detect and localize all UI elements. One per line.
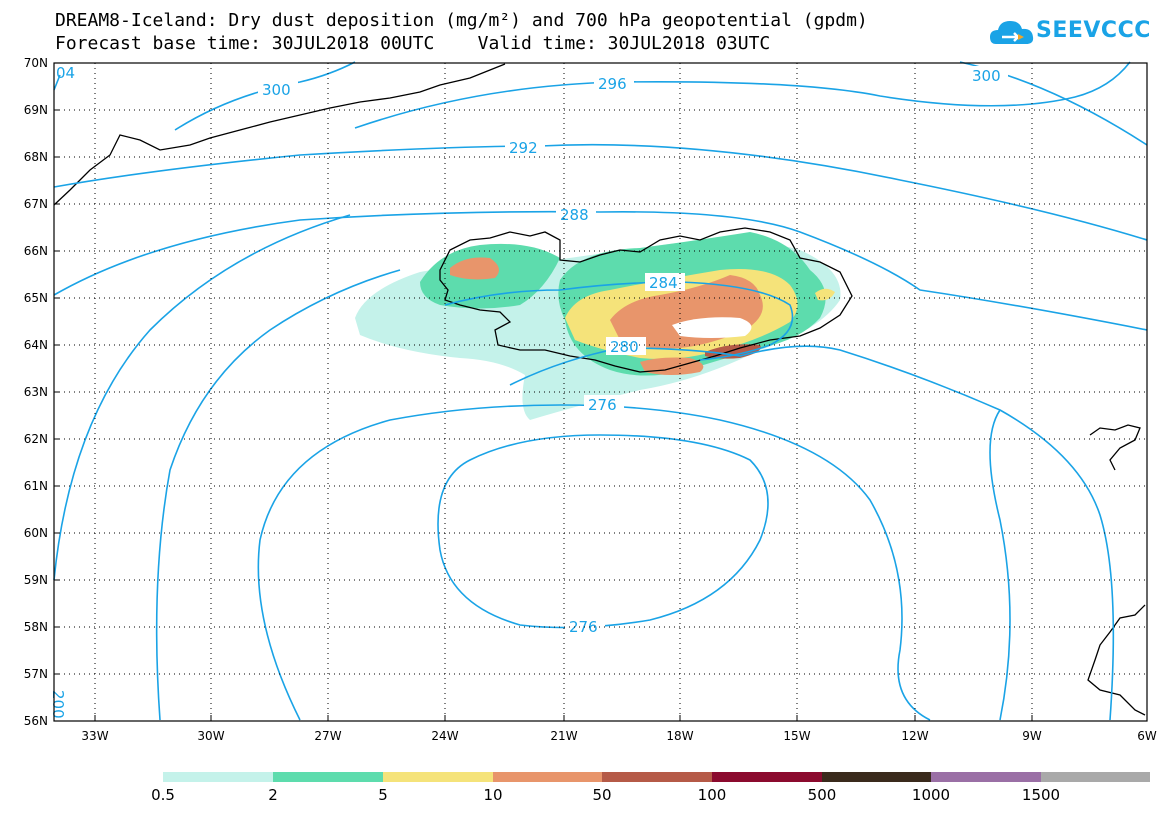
colorbar-label: 500 <box>808 786 837 804</box>
lon-label-15w: 15W <box>783 729 810 743</box>
seevccc-logo: SEEVCCC <box>988 14 1168 58</box>
cloud-icon <box>990 21 1034 44</box>
contour-292 <box>53 143 1148 241</box>
lat-label-61n: 61N <box>24 479 48 493</box>
contour-edge-east <box>989 409 1011 721</box>
lon-label-27w: 27W <box>314 729 341 743</box>
contour-outer-west <box>155 269 401 721</box>
coastline-layer <box>53 63 1146 716</box>
colorbar-swatch <box>383 772 493 782</box>
contour-label-288: 288 <box>560 206 589 224</box>
lon-label-33w: 33W <box>81 729 108 743</box>
tick-marks <box>54 62 1148 722</box>
lon-label-9w: 9W <box>1022 729 1042 743</box>
contour-label-296: 296 <box>598 75 627 93</box>
colorbar-label: 10 <box>483 786 502 804</box>
lat-label-70n: 70N <box>24 56 48 70</box>
lat-label-56n: 56N <box>24 714 48 728</box>
lat-label-69n: 69N <box>24 103 48 117</box>
lon-label-21w: 21W <box>550 729 577 743</box>
lat-label-63n: 63N <box>24 385 48 399</box>
colorbar-swatch <box>163 772 273 782</box>
colorbar-label: 0.5 <box>151 786 175 804</box>
colorbar-swatch <box>602 772 712 782</box>
map-title: DREAM8-Iceland: Dry dust deposition (mg/… <box>55 10 868 31</box>
dust-deposition-layer <box>355 232 841 420</box>
contour-edge-north-west <box>53 74 61 91</box>
scotland-coastline <box>1087 604 1146 716</box>
gridlines <box>54 63 1147 721</box>
lat-label-60n: 60N <box>24 526 48 540</box>
contour-label-284: 284 <box>649 274 678 292</box>
contour-276-inner <box>437 434 769 629</box>
colorbar-swatch <box>1041 772 1150 782</box>
lon-label-30w: 30W <box>197 729 224 743</box>
contour-labels: 300 296 300 292 288 284 280 276 276 04 2… <box>49 64 1008 719</box>
greenland-coastline <box>53 63 506 206</box>
contour-label-276-north: 276 <box>588 396 617 414</box>
contour-label-edge-sw: 200 <box>49 690 67 719</box>
contour-label-300-west: 300 <box>262 81 291 99</box>
contour-label-280: 280 <box>610 338 639 356</box>
contour-edge-west <box>53 214 351 581</box>
colorbar-label: 50 <box>592 786 611 804</box>
contour-label-300-east: 300 <box>972 67 1001 85</box>
dust-area-yellow-east <box>815 288 835 301</box>
lon-label-6w: 6W <box>1137 729 1157 743</box>
map-subtitle: Forecast base time: 30JUL2018 00UTC Vali… <box>55 33 771 54</box>
lat-label-58n: 58N <box>24 620 48 634</box>
contour-label-292: 292 <box>509 139 538 157</box>
lat-label-65n: 65N <box>24 291 48 305</box>
colorbar-swatch <box>493 772 602 782</box>
colorbar-label: 100 <box>698 786 727 804</box>
colorbar: 0.5 2 5 10 50 100 500 1000 1500 <box>151 772 1150 804</box>
colorbar-swatch <box>822 772 931 782</box>
lat-label-64n: 64N <box>24 338 48 352</box>
lat-label-66n: 66N <box>24 244 48 258</box>
logo-text: SEEVCCC <box>1036 18 1151 43</box>
norway-coastline-upper <box>1089 424 1141 471</box>
dust-area-orange-south <box>640 357 704 375</box>
lon-label-24w: 24W <box>431 729 458 743</box>
colorbar-label: 2 <box>268 786 278 804</box>
lat-label-68n: 68N <box>24 150 48 164</box>
lon-label-18w: 18W <box>666 729 693 743</box>
lat-label-67n: 67N <box>24 197 48 211</box>
contour-276-outer <box>257 404 931 721</box>
latitude-labels: 70N 69N 68N 67N 66N 65N 64N 63N 62N 61N … <box>24 56 48 728</box>
lat-label-59n: 59N <box>24 573 48 587</box>
colorbar-label: 1500 <box>1022 786 1060 804</box>
colorbar-swatch <box>931 772 1041 782</box>
contour-label-276-south: 276 <box>569 618 598 636</box>
contour-288 <box>53 210 1148 331</box>
lon-label-12w: 12W <box>901 729 928 743</box>
iceland-coastline <box>439 227 853 373</box>
colorbar-swatch <box>712 772 822 782</box>
lat-label-57n: 57N <box>24 667 48 681</box>
contour-296 <box>354 61 1131 129</box>
dust-area-orange-west <box>450 257 499 280</box>
colorbar-label: 1000 <box>912 786 950 804</box>
colorbar-label: 5 <box>378 786 388 804</box>
lat-label-62n: 62N <box>24 432 48 446</box>
contour-label-edge-nw: 04 <box>56 64 75 82</box>
longitude-labels: 33W 30W 27W 24W 21W 18W 15W 12W 9W 6W <box>81 729 1156 743</box>
dust-area-white-glacier <box>672 317 752 338</box>
colorbar-swatch <box>273 772 383 782</box>
